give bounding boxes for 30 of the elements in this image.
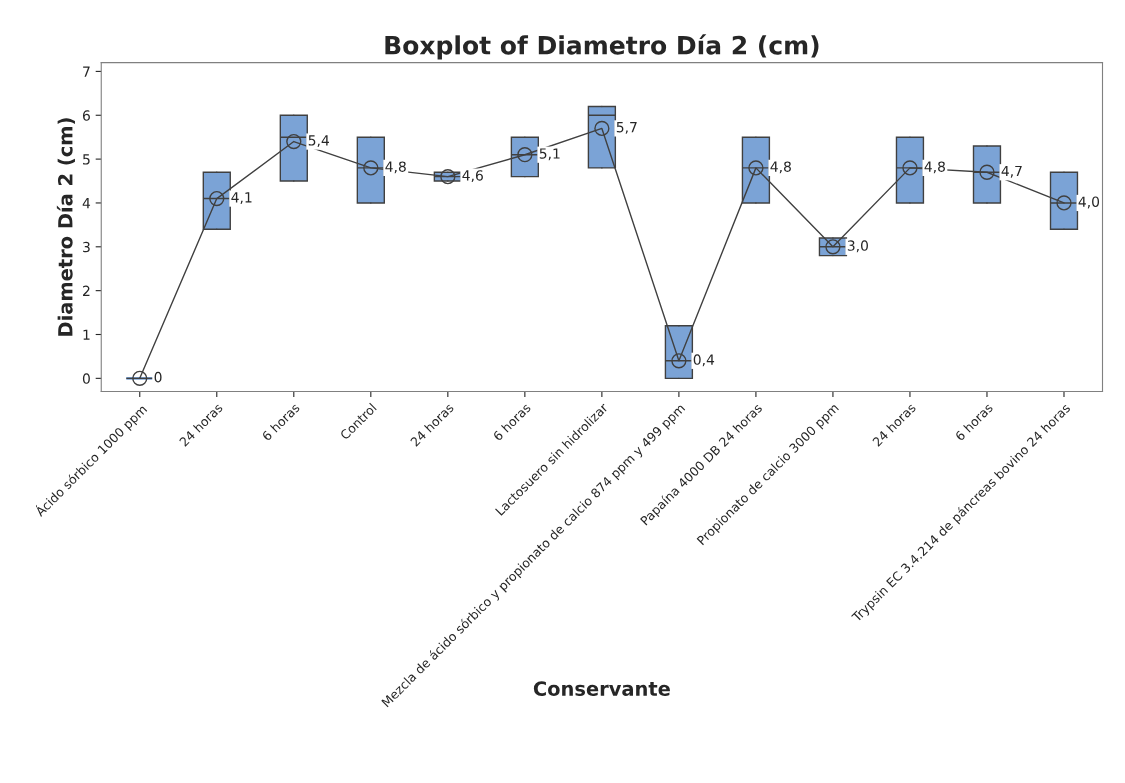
point (748, 160, 764, 176)
point (671, 353, 687, 369)
y-tick-label: 6 (82, 110, 90, 121)
y-tick-label: 2 (83, 285, 90, 296)
data-label: 4,1 (231, 192, 252, 205)
y-tick-label: 5 (83, 154, 90, 165)
data-label: 5,4 (308, 135, 329, 148)
data-label: 4,8 (924, 161, 945, 174)
x-axis-title: Conservante (533, 681, 670, 696)
data-label: 5,1 (539, 148, 560, 161)
chart-title: Boxplot of Diametro Día 2 (cm) (385, 34, 819, 60)
data-label: 5,7 (616, 122, 637, 134)
data-label: 4,7 (1001, 165, 1022, 178)
y-tick-label: 3 (83, 241, 90, 253)
data-label: 4,8 (770, 161, 791, 174)
y-tick-label: 0 (82, 373, 90, 384)
point (132, 370, 148, 386)
data-label: 0,4 (693, 354, 715, 367)
data-label: 0 (154, 371, 162, 383)
data-label: 4,6 (462, 170, 483, 183)
y-tick-label: 7 (83, 66, 90, 77)
y-axis-title: Diametro Día 2 (cm) (56, 118, 75, 336)
data-label: 4,8 (385, 161, 406, 174)
point (363, 160, 379, 176)
y-tick-label: 4 (82, 198, 91, 209)
point (440, 169, 456, 185)
data-label: 3,0 (847, 240, 868, 253)
y-tick-label: 1 (83, 329, 90, 340)
data-label: 4,0 (1078, 196, 1100, 209)
point (902, 160, 918, 176)
